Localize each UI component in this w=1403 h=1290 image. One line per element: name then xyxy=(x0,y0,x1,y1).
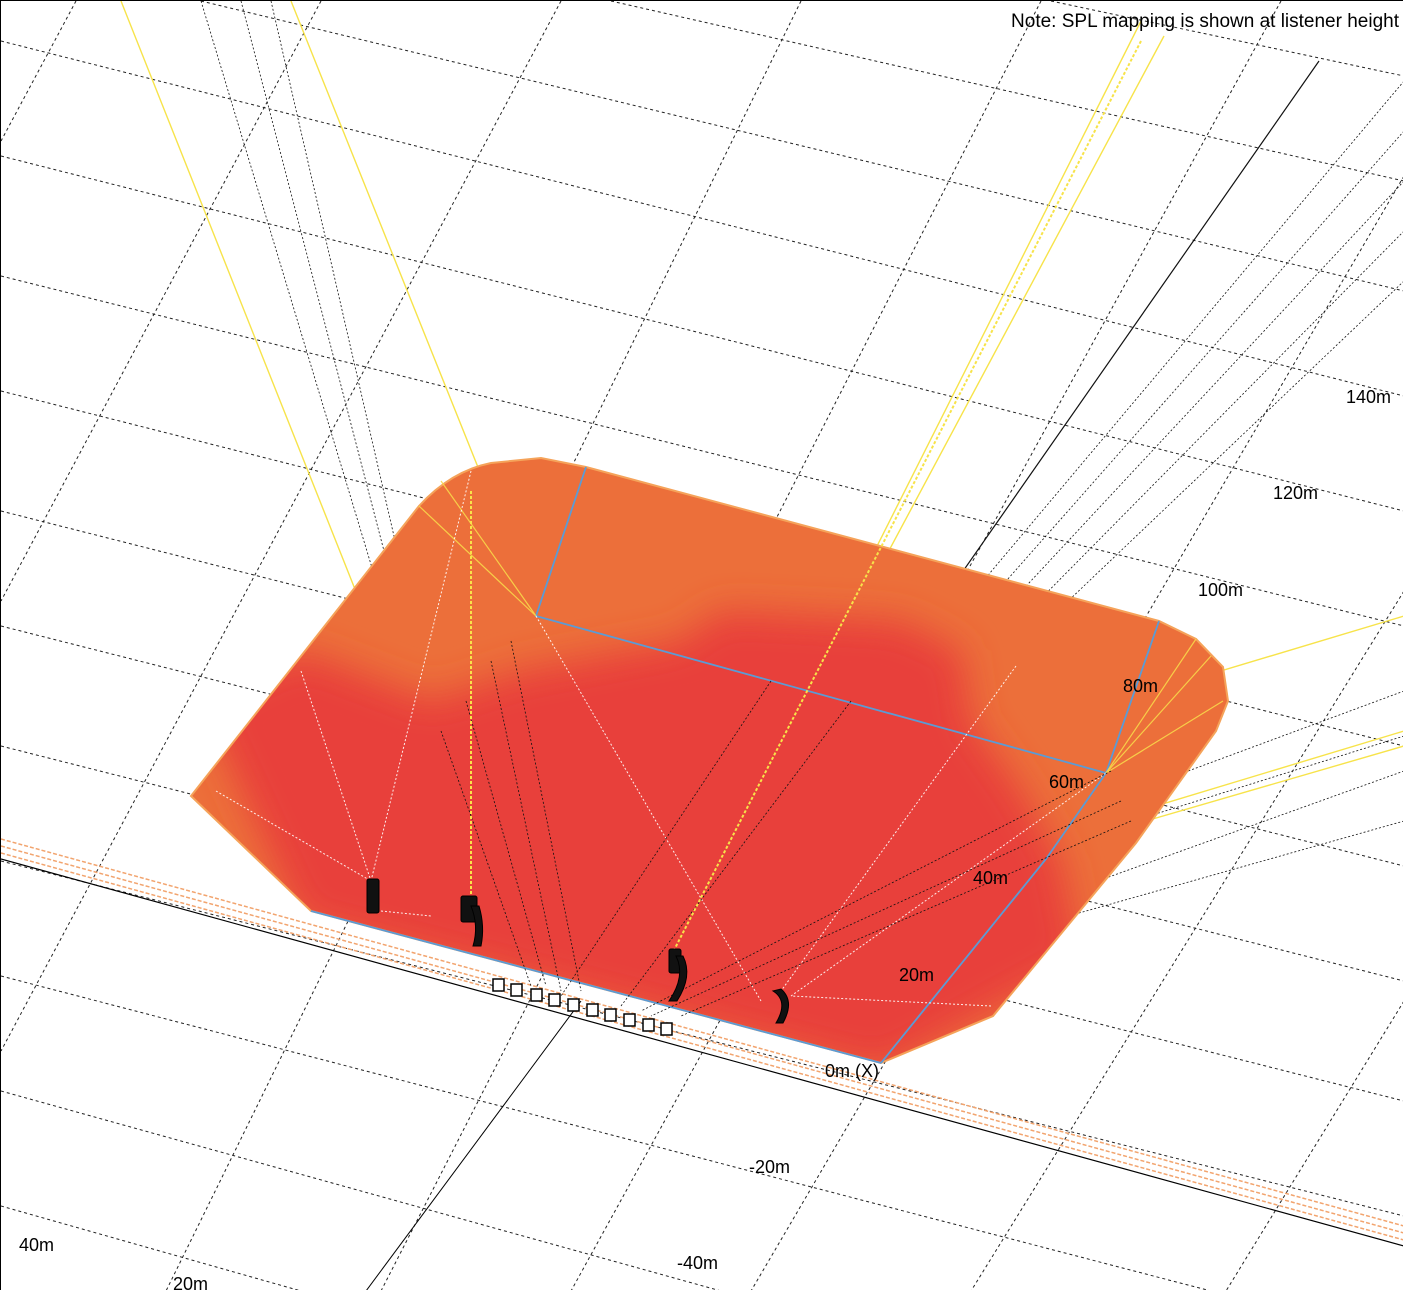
axis-label-40m: 40m xyxy=(973,868,1008,888)
speaker-array-right-outer xyxy=(771,988,789,1024)
x-axis-line xyxy=(1,858,1403,1247)
axis-label-120m: 120m xyxy=(1273,483,1318,503)
grid-line xyxy=(1,625,1403,982)
grid-line xyxy=(1,155,1403,512)
stage-edge-lines xyxy=(1,838,1403,1241)
grid-line xyxy=(1,975,1210,1290)
grid-line xyxy=(1,1090,720,1290)
grid-line xyxy=(1,860,1403,1217)
grid-line xyxy=(1,1,562,1052)
subwoofer xyxy=(586,1003,599,1017)
subwoofer xyxy=(604,1008,617,1022)
axis-label-60m: 60m xyxy=(1049,772,1084,792)
subwoofer xyxy=(567,998,580,1012)
grid-line xyxy=(1,1,322,602)
grid-line xyxy=(1,1,77,142)
zone-outlines xyxy=(310,466,1160,1064)
subwoofer xyxy=(510,983,523,997)
subwoofer xyxy=(492,978,505,992)
speaker-array-right-sub xyxy=(668,955,688,1002)
speaker-array-left-sub xyxy=(470,905,484,947)
speaker-array-left-outer xyxy=(366,878,380,914)
subwoofer xyxy=(623,1013,636,1027)
axis-label-x40m: 40m xyxy=(19,1235,54,1255)
grid-line xyxy=(200,1,1403,292)
axis-label-100m: 100m xyxy=(1198,580,1243,600)
subwoofer xyxy=(530,988,543,1002)
front-fill-row[interactable] xyxy=(492,978,673,1036)
axis-label-x20m: 20m xyxy=(173,1274,208,1290)
axis-label-neg40m: -40m xyxy=(677,1253,718,1273)
axis-label-neg20m: -20m xyxy=(749,1157,790,1177)
axis-label-origin: 0m (X) xyxy=(825,1061,879,1081)
y-axis-line xyxy=(366,1000,582,1290)
near-rays xyxy=(215,40,1224,1017)
subwoofer xyxy=(548,993,561,1007)
loudspeakers[interactable] xyxy=(366,878,789,1024)
grid-line xyxy=(1,1205,300,1290)
grid-line xyxy=(1050,1,1403,77)
spl-audience-area[interactable] xyxy=(189,456,1230,1071)
subwoofer xyxy=(660,1022,673,1036)
grid-line xyxy=(1226,1001,1403,1290)
axis-label-140m: 140m xyxy=(1346,387,1391,407)
grid-line xyxy=(1,275,1403,627)
subwoofer xyxy=(642,1018,655,1032)
grid-line xyxy=(1,40,1403,397)
grid-line xyxy=(751,176,1403,1290)
grid-line xyxy=(1,510,1403,867)
grid-line xyxy=(971,591,1403,1290)
axis-label-80m: 80m xyxy=(1123,676,1158,696)
axis-label-20m: 20m xyxy=(899,965,934,985)
grid-line xyxy=(380,1,1042,1290)
spl-mapping-note: Note: SPL mapping is shown at listener h… xyxy=(1011,11,1399,32)
